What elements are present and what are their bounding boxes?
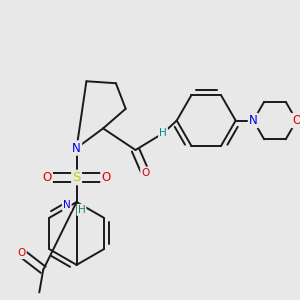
Text: O: O [101, 171, 111, 184]
Text: O: O [141, 168, 149, 178]
Text: H: H [78, 205, 86, 215]
Text: O: O [292, 114, 300, 127]
Text: N: N [63, 200, 70, 210]
Text: O: O [17, 248, 26, 258]
Text: O: O [43, 171, 52, 184]
Text: H: H [159, 128, 167, 138]
Text: N: N [72, 142, 81, 154]
Text: N: N [249, 114, 258, 127]
Text: S: S [72, 171, 81, 184]
